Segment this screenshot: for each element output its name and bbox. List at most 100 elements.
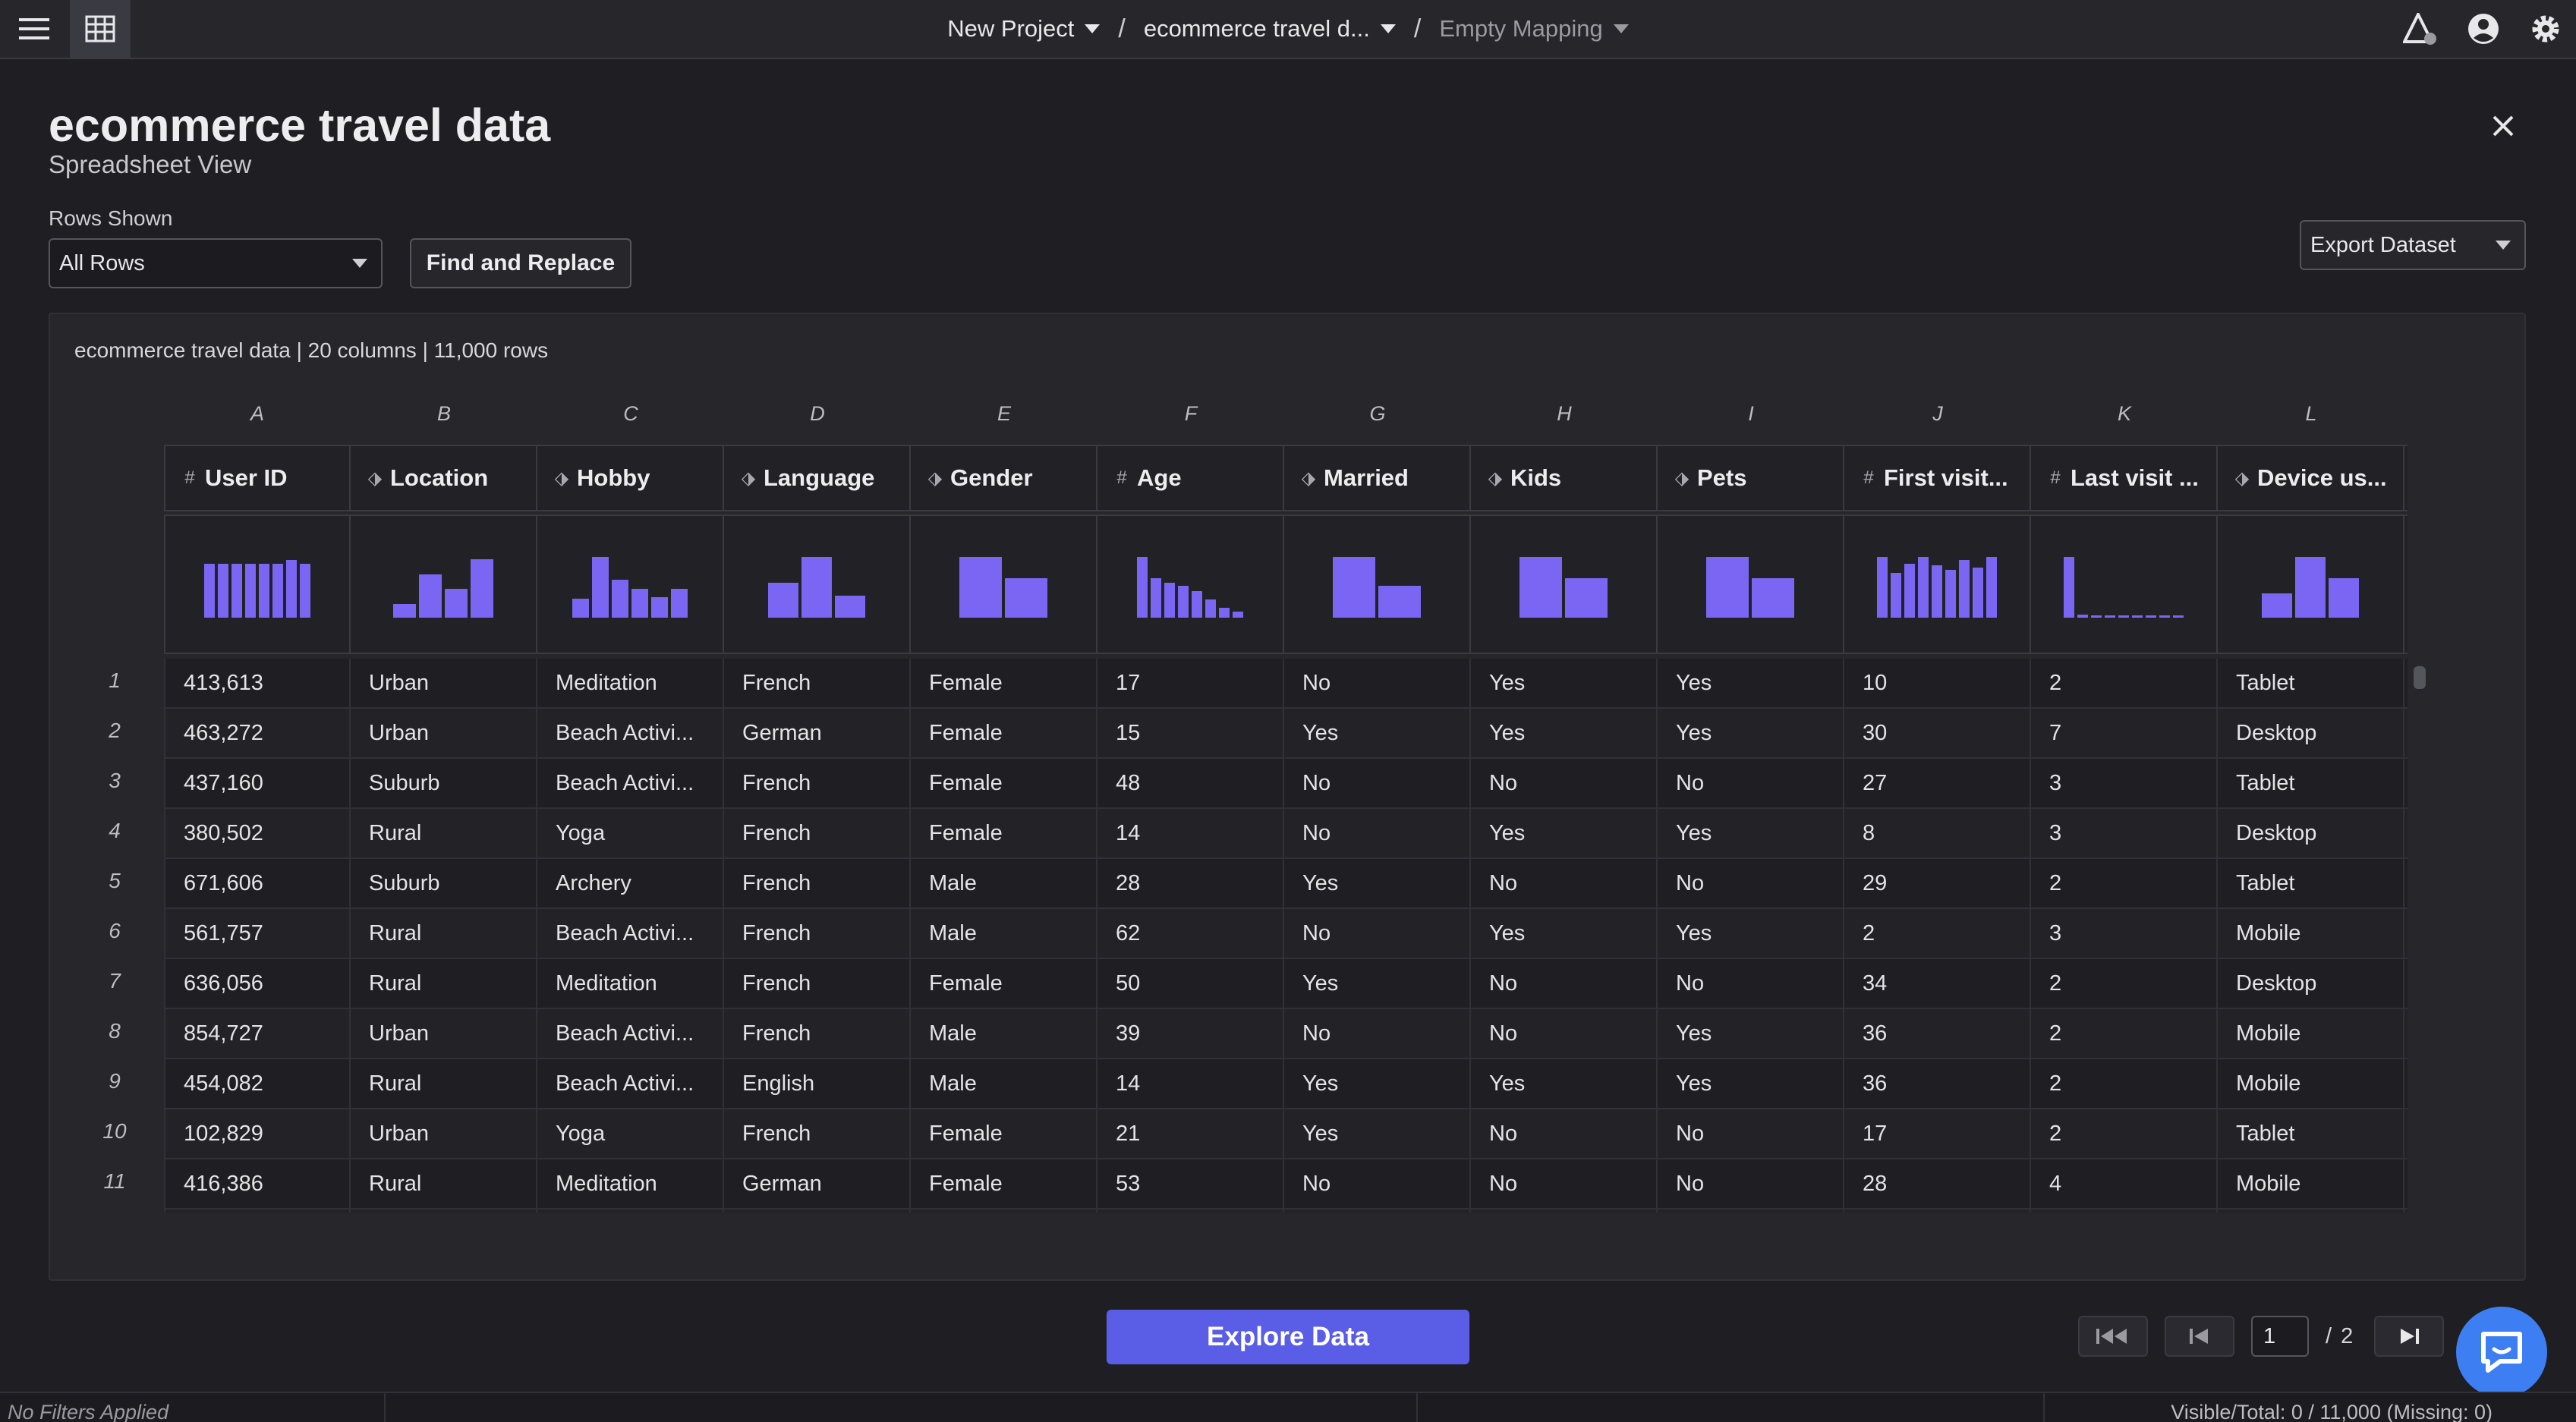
table-cell[interactable]: 7: [2031, 709, 2218, 757]
table-cell[interactable]: Yes: [1471, 909, 1658, 958]
hamburger-menu-button[interactable]: [0, 0, 68, 58]
table-cell[interactable]: Yes: [1658, 709, 1844, 757]
column-header-k[interactable]: # Last visit ...: [2031, 446, 2218, 510]
table-cell[interactable]: 48: [1097, 759, 1284, 807]
table-cell[interactable]: Female: [911, 809, 1097, 857]
table-cell[interactable]: Archery: [537, 859, 724, 908]
table-cell[interactable]: Female: [911, 1159, 1097, 1208]
table-cell[interactable]: 14: [1097, 1059, 1284, 1108]
table-cell[interactable]: 3: [2031, 809, 2218, 857]
table-cell[interactable]: [1658, 1210, 1844, 1213]
export-dataset-button[interactable]: Export Dataset: [2300, 220, 2526, 270]
table-cell[interactable]: Male: [911, 859, 1097, 908]
table-cell[interactable]: [2031, 1210, 2218, 1213]
column-header-i[interactable]: ⬗ Pets: [1658, 446, 1844, 510]
table-cell[interactable]: Suburb: [351, 759, 537, 807]
table-cell[interactable]: 34: [1844, 959, 2031, 1008]
table-cell[interactable]: No: [1658, 859, 1844, 908]
table-cell[interactable]: 2: [2031, 1009, 2218, 1058]
table-cell[interactable]: Tablet: [2218, 859, 2404, 908]
table-cell[interactable]: Yes: [1658, 909, 1844, 958]
table-cell[interactable]: 62: [1097, 909, 1284, 958]
column-header-e[interactable]: ⬗ Gender: [911, 446, 1097, 510]
table-cell[interactable]: Urban: [351, 1009, 537, 1058]
table-cell[interactable]: Rural: [351, 1159, 537, 1208]
settings-gear-icon[interactable]: [2529, 12, 2562, 46]
table-cell[interactable]: Meditation: [537, 659, 724, 707]
table-cell[interactable]: Rural: [351, 809, 537, 857]
table-cell[interactable]: [1097, 1210, 1284, 1213]
table-cell[interactable]: No: [1284, 809, 1471, 857]
table-cell[interactable]: Yes: [1471, 809, 1658, 857]
table-cell[interactable]: Tablet: [2218, 759, 2404, 807]
explore-data-button[interactable]: Explore Data: [1107, 1310, 1469, 1364]
table-cell[interactable]: Beach Activi...: [537, 909, 724, 958]
table-cell[interactable]: No: [1471, 959, 1658, 1008]
table-cell[interactable]: No: [1471, 1109, 1658, 1158]
table-cell[interactable]: No: [1658, 759, 1844, 807]
table-cell[interactable]: Yes: [1284, 709, 1471, 757]
table-cell[interactable]: Mobile: [2218, 1059, 2404, 1108]
table-cell[interactable]: [537, 1210, 724, 1213]
table-cell[interactable]: 2: [2031, 1109, 2218, 1158]
table-cell[interactable]: Male: [911, 1009, 1097, 1058]
column-header-b[interactable]: ⬗ Location: [351, 446, 537, 510]
table-cell[interactable]: Tablet: [2218, 659, 2404, 707]
table-cell[interactable]: French: [724, 1109, 911, 1158]
table-cell[interactable]: Rural: [351, 909, 537, 958]
table-cell[interactable]: 53: [1097, 1159, 1284, 1208]
table-cell[interactable]: Yes: [1284, 1059, 1471, 1108]
table-cell[interactable]: 437,160: [164, 759, 351, 807]
table-cell[interactable]: Beach Activi...: [537, 1009, 724, 1058]
column-header-h[interactable]: ⬗ Kids: [1471, 446, 1658, 510]
column-header-g[interactable]: ⬗ Married: [1284, 446, 1471, 510]
column-header-f[interactable]: # Age: [1097, 446, 1284, 510]
column-header-d[interactable]: ⬗ Language: [724, 446, 911, 510]
table-cell[interactable]: 463,272: [164, 709, 351, 757]
table-cell[interactable]: Beach Activi...: [537, 709, 724, 757]
table-row[interactable]: 561,757 Rural Beach Activi... French Male 62 N…: [164, 909, 2408, 959]
table-row[interactable]: 463,272 Urban Beach Activi... German Female 1…: [164, 709, 2408, 759]
table-row[interactable]: 671,606 Suburb Archery French Male 28 Yes No No 2…: [164, 859, 2408, 909]
table-cell[interactable]: 36: [1844, 1059, 2031, 1108]
table-cell[interactable]: French: [724, 909, 911, 958]
table-cell[interactable]: German: [724, 709, 911, 757]
table-cell[interactable]: No: [1471, 1159, 1658, 1208]
table-cell[interactable]: 636,056: [164, 959, 351, 1008]
table-cell[interactable]: Suburb: [351, 859, 537, 908]
table-cell[interactable]: 29: [1844, 859, 2031, 908]
table-cell[interactable]: [1844, 1210, 2031, 1213]
table-row[interactable]: 636,056 Rural Meditation French Female 50 Yes N…: [164, 959, 2408, 1009]
table-cell[interactable]: Urban: [351, 659, 537, 707]
table-row[interactable]: 102,829 Urban Yoga French Female 21 Yes No No 17 2…: [164, 1109, 2408, 1159]
table-cell[interactable]: [724, 1210, 911, 1213]
table-cell[interactable]: French: [724, 659, 911, 707]
table-cell[interactable]: Yes: [1284, 859, 1471, 908]
table-cell[interactable]: Rural: [351, 959, 537, 1008]
table-cell[interactable]: Yes: [1658, 659, 1844, 707]
table-cell[interactable]: French: [724, 1009, 911, 1058]
find-and-replace-button[interactable]: Find and Replace: [410, 238, 631, 288]
table-cell[interactable]: Yes: [1284, 1109, 1471, 1158]
next-page-button[interactable]: [2374, 1316, 2445, 1357]
table-cell[interactable]: Yoga: [537, 809, 724, 857]
table-cell[interactable]: Tablet: [2218, 1109, 2404, 1158]
table-cell[interactable]: 854,727: [164, 1009, 351, 1058]
table-cell[interactable]: 39: [1097, 1009, 1284, 1058]
table-cell[interactable]: Urban: [351, 709, 537, 757]
table-cell[interactable]: Meditation: [537, 959, 724, 1008]
table-cell[interactable]: French: [724, 959, 911, 1008]
table-cell[interactable]: Mobile: [2218, 909, 2404, 958]
table-cell[interactable]: Desktop: [2218, 959, 2404, 1008]
spreadsheet-view-button[interactable]: [70, 0, 131, 58]
table-row[interactable]: 454,082 Rural Beach Activi... English Male 14…: [164, 1059, 2408, 1109]
table-cell[interactable]: No: [1284, 909, 1471, 958]
table-row-partial[interactable]: [164, 1210, 2408, 1213]
table-cell[interactable]: 2: [1844, 909, 2031, 958]
column-header-a[interactable]: # User ID: [164, 446, 351, 510]
table-cell[interactable]: 50: [1097, 959, 1284, 1008]
table-cell[interactable]: Female: [911, 659, 1097, 707]
table-cell[interactable]: Mobile: [2218, 1159, 2404, 1208]
table-cell[interactable]: Beach Activi...: [537, 1059, 724, 1108]
table-cell[interactable]: 2: [2031, 659, 2218, 707]
